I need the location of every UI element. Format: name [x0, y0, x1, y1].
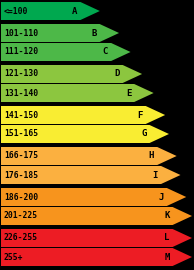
Polygon shape — [1, 166, 180, 184]
Text: 151-165: 151-165 — [4, 130, 38, 139]
Text: G: G — [141, 130, 146, 139]
Text: C: C — [103, 48, 108, 56]
Polygon shape — [1, 248, 192, 266]
Text: <=100: <=100 — [4, 6, 28, 15]
Text: K: K — [164, 211, 170, 221]
Polygon shape — [1, 125, 169, 143]
Text: J: J — [158, 193, 164, 201]
Text: D: D — [114, 69, 120, 79]
Polygon shape — [1, 147, 177, 165]
Text: 141-150: 141-150 — [4, 110, 38, 120]
Polygon shape — [1, 65, 142, 83]
Text: I: I — [153, 170, 158, 180]
Text: 101-110: 101-110 — [4, 29, 38, 38]
Polygon shape — [1, 24, 119, 42]
Text: M: M — [164, 252, 170, 262]
Polygon shape — [1, 106, 165, 124]
Polygon shape — [1, 2, 100, 20]
Text: B: B — [91, 29, 97, 38]
Text: 121-130: 121-130 — [4, 69, 38, 79]
Text: A: A — [72, 6, 77, 15]
Text: E: E — [126, 89, 131, 97]
Polygon shape — [1, 188, 186, 206]
Polygon shape — [1, 229, 192, 247]
Text: 226-255: 226-255 — [4, 234, 38, 242]
Text: 176-185: 176-185 — [4, 170, 38, 180]
Text: 111-120: 111-120 — [4, 48, 38, 56]
Text: H: H — [149, 151, 154, 160]
Text: 255+: 255+ — [4, 252, 23, 262]
Text: 201-225: 201-225 — [4, 211, 38, 221]
Text: F: F — [137, 110, 143, 120]
Text: 186-200: 186-200 — [4, 193, 38, 201]
Polygon shape — [1, 43, 131, 61]
Polygon shape — [1, 207, 192, 225]
Polygon shape — [1, 84, 154, 102]
Text: L: L — [164, 234, 170, 242]
Text: 131-140: 131-140 — [4, 89, 38, 97]
Text: 166-175: 166-175 — [4, 151, 38, 160]
